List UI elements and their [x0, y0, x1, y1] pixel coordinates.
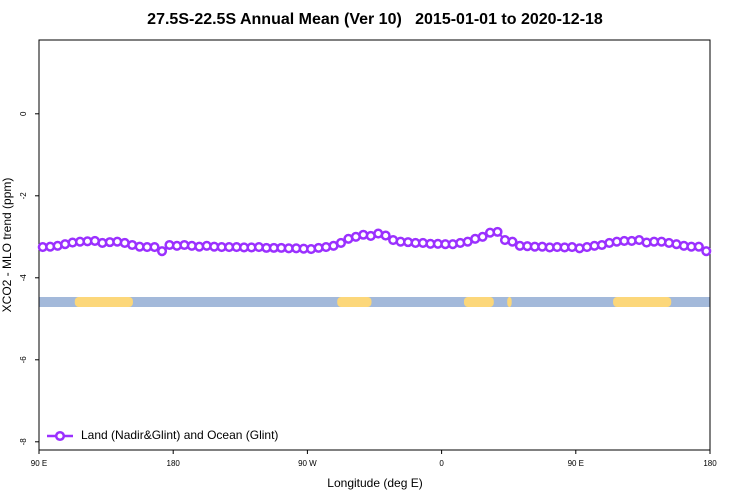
data-point	[156, 246, 168, 257]
x-axis-label: Longitude (deg E)	[327, 476, 422, 490]
y-tick-label: -8	[19, 438, 28, 446]
y-tick-label: -4	[19, 274, 28, 282]
data-point	[492, 226, 503, 237]
y-tick-label: -2	[19, 192, 28, 200]
y-tick-label: -6	[19, 356, 28, 364]
land-segment	[507, 297, 512, 307]
x-tick-label: 180	[167, 459, 181, 468]
land-segment	[337, 297, 372, 307]
data-point	[380, 230, 391, 241]
x-tick-label: 90 W	[298, 459, 317, 468]
x-tick-label: 0	[439, 459, 444, 468]
data-point	[477, 231, 488, 242]
data-point	[149, 242, 160, 253]
x-tick-label: 90 E	[31, 459, 47, 468]
data-point	[335, 237, 347, 248]
chart-title: 27.5S-22.5S Annual Mean (Ver 10) 2015-01…	[147, 11, 603, 28]
land-segment	[463, 297, 494, 307]
legend-marker	[54, 430, 66, 442]
y-axis-label: XCO2 - MLO trend (ppm)	[0, 178, 14, 313]
x-tick-label: 90 E	[568, 459, 584, 468]
data-point	[701, 246, 712, 257]
data-point	[693, 241, 704, 252]
data-point	[507, 236, 518, 247]
land-segment	[74, 297, 133, 307]
land-segment	[613, 297, 672, 307]
y-tick-label: 0	[19, 111, 28, 116]
legend-label: Land (Nadir&Glint) and Ocean (Glint)	[81, 428, 278, 442]
ocean-band	[39, 297, 710, 307]
x-tick-label: 180	[703, 459, 717, 468]
